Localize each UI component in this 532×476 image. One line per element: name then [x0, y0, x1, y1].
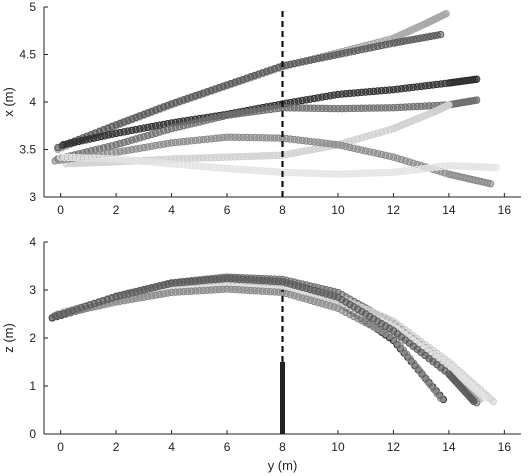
x-tick-label: 8: [279, 203, 286, 217]
data-point: [486, 180, 495, 188]
net-pole: [280, 362, 285, 434]
x-tick-label: 2: [113, 440, 120, 454]
data-point: [489, 397, 497, 406]
x-tick-label: 10: [331, 203, 345, 217]
x-tick-label: 16: [498, 440, 512, 454]
x-tick-label: 0: [57, 440, 64, 454]
data-point: [442, 9, 450, 18]
series-6: [54, 285, 445, 402]
x-tick-label: 14: [442, 203, 456, 217]
y-axis-label: z (m): [1, 323, 16, 353]
data-point: [472, 96, 481, 104]
series-7: [56, 153, 500, 178]
x-tick-label: 4: [168, 203, 175, 217]
y-tick-label: 5: [29, 0, 36, 14]
data-point: [470, 397, 478, 406]
y-tick-label: 3: [29, 283, 36, 297]
data-point: [472, 75, 481, 83]
series-7: [51, 274, 478, 406]
x-tick-label: 2: [113, 203, 120, 217]
y-tick-label: 4: [29, 95, 36, 109]
y-tick-label: 2: [29, 331, 36, 345]
series-6: [51, 133, 495, 188]
y-tick-label: 4.5: [19, 48, 36, 62]
y-tick-label: 1: [29, 379, 36, 393]
y-tick-label: 4: [29, 235, 36, 249]
top-panel: 0 2 4 6 8 10 12 14 16 3 3.5 4 4.5 5 x (m): [1, 0, 521, 217]
y-axis-label: x (m): [1, 87, 16, 117]
x-tick-label: 10: [331, 440, 345, 454]
data-point: [436, 394, 445, 402]
data-point: [445, 101, 453, 109]
x-tick-label: 6: [224, 203, 231, 217]
y-tick-label: 0: [29, 427, 36, 441]
x-tick-label: 16: [498, 203, 512, 217]
data-point: [436, 30, 445, 39]
y-tick-label: 3: [29, 190, 36, 204]
x-tick-label: 6: [224, 440, 231, 454]
data-point: [481, 394, 489, 402]
series-4: [54, 96, 481, 163]
x-tick-label: 12: [387, 203, 401, 217]
series-3: [59, 75, 481, 149]
x-tick-label: 8: [279, 440, 286, 454]
y-tick-label: 3.5: [19, 143, 36, 157]
x-tick-label: 4: [168, 440, 175, 454]
series-1: [48, 275, 448, 404]
data-point: [492, 163, 500, 172]
x-axis-label: y (m): [268, 458, 298, 473]
x-tick-label: 14: [442, 440, 456, 454]
x-tick-label: 0: [57, 203, 64, 217]
x-tick-label: 12: [387, 440, 401, 454]
